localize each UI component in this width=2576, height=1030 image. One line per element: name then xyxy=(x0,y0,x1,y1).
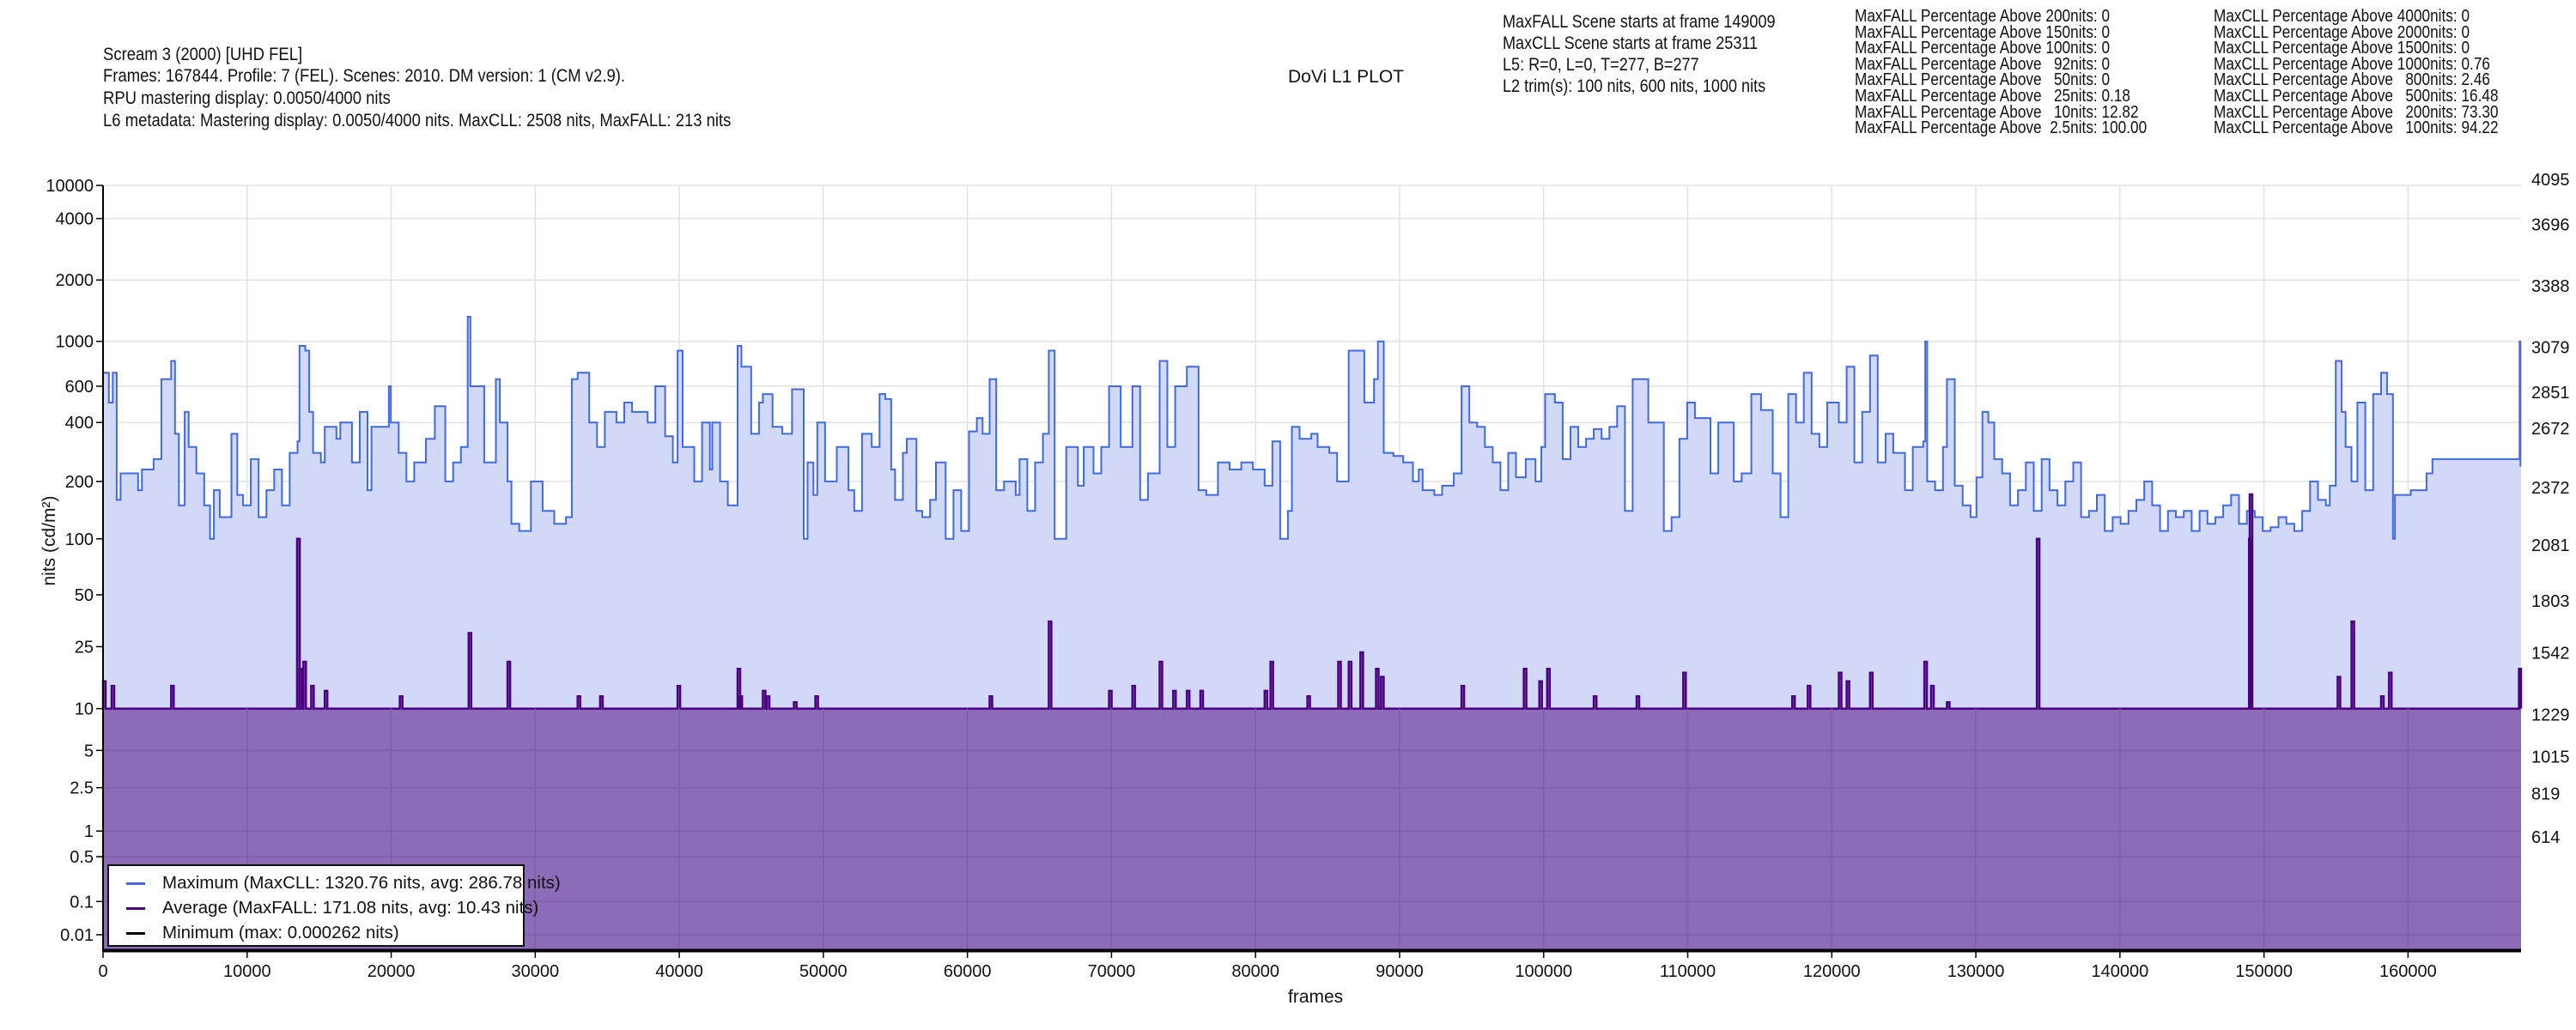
percentage-line: MaxCLL Percentage Above 1000nits: 0.76 xyxy=(2214,53,2490,74)
percentage-line: MaxCLL Percentage Above 500nits: 16.48 xyxy=(2214,86,2499,106)
pq-tick-label: 2081 xyxy=(2531,536,2570,555)
x-axis-label: frames xyxy=(1288,987,1344,1007)
percentage-line: MaxFALL Percentage Above 10nits: 12.82 xyxy=(1855,101,2139,122)
x-tick-label: 130000 xyxy=(1947,962,2005,981)
y-tick-label: 200 xyxy=(65,473,94,492)
avg-series-fill xyxy=(103,494,2521,951)
pq-tick-label: 1229 xyxy=(2531,706,2570,725)
maxfall-scene-info: MaxFALL Scene starts at frame 149009 xyxy=(1503,12,1776,32)
pq-tick-label: 1015 xyxy=(2531,748,2570,766)
percentage-line: MaxFALL Percentage Above 2.5nits: 100.00 xyxy=(1855,118,2148,138)
rpu-mastering-info: RPU mastering display: 0.0050/4000 nits xyxy=(103,88,391,108)
x-tick-label: 60000 xyxy=(944,962,992,981)
y-tick-label: 5 xyxy=(84,742,94,760)
y-tick-label: 2.5 xyxy=(70,779,94,798)
pq-tick-label: 3696 xyxy=(2531,216,2570,235)
x-tick-label: 70000 xyxy=(1088,962,1136,981)
pq-tick-label: 614 xyxy=(2531,828,2560,847)
legend-item-minimum: Minimum (max: 0.000262 nits) xyxy=(126,921,399,945)
legend-swatch-average xyxy=(126,906,145,910)
pq-tick-label: 1542 xyxy=(2531,644,2570,663)
x-tick-label: 160000 xyxy=(2379,962,2437,981)
x-tick-label: 90000 xyxy=(1376,962,1424,981)
percentage-line: MaxFALL Percentage Above 25nits: 0.18 xyxy=(1855,86,2131,106)
frames-info: Frames: 167844. Profile: 7 (FEL). Scenes… xyxy=(103,66,626,86)
legend-item-maximum: Maximum (MaxCLL: 1320.76 nits, avg: 286.… xyxy=(126,871,561,895)
max-series-line xyxy=(103,316,2522,540)
x-tick-label: 80000 xyxy=(1231,962,1279,981)
l6-metadata-info: L6 metadata: Mastering display: 0.0050/4… xyxy=(103,111,732,130)
y-tick-label: 1 xyxy=(84,822,94,841)
x-tick-label: 0 xyxy=(98,962,107,981)
pq-tick-label: 4095 xyxy=(2531,171,2570,190)
legend-swatch-maximum xyxy=(126,882,145,885)
y-tick-label: 25 xyxy=(75,638,94,657)
l5-info: L5: R=0, L=0, T=277, B=277 xyxy=(1503,55,1699,75)
y-tick-label: 4000 xyxy=(56,210,94,229)
pq-tick-label: 2851 xyxy=(2531,384,2570,403)
maxcll-scene-info: MaxCLL Scene starts at frame 25311 xyxy=(1503,33,1759,53)
x-tick-label: 20000 xyxy=(368,962,416,981)
percentage-line: MaxCLL Percentage Above 100nits: 94.22 xyxy=(2214,118,2499,138)
pq-tick-label: 819 xyxy=(2531,785,2560,804)
x-tick-label: 10000 xyxy=(223,962,271,981)
x-tick-label: 100000 xyxy=(1515,962,1572,981)
pq-tick-label: 3388 xyxy=(2531,277,2570,296)
y-tick-label: 1000 xyxy=(56,333,94,352)
y-tick-label: 10000 xyxy=(46,177,94,196)
legend-item-average: Average (MaxFALL: 171.08 nits, avg: 10.4… xyxy=(126,896,538,920)
pq-tick-label: 3079 xyxy=(2531,339,2570,358)
avg-series-line xyxy=(101,493,2523,710)
percentage-line: MaxFALL Percentage Above 92nits: 0 xyxy=(1855,53,2111,74)
percentage-line: MaxCLL Percentage Above 800nits: 2.46 xyxy=(2214,70,2490,90)
video-title: Scream 3 (2000) [UHD FEL] xyxy=(103,45,303,64)
legend-label: Average (MaxFALL: 171.08 nits, avg: 10.4… xyxy=(162,898,539,918)
x-tick-label: 120000 xyxy=(1803,962,1861,981)
pq-tick-label: 1803 xyxy=(2531,592,2570,611)
x-tick-label: 50000 xyxy=(799,962,848,981)
x-tick-label: 30000 xyxy=(512,962,560,981)
y-tick-label: 2000 xyxy=(56,271,94,290)
y-tick-label: 0.01 xyxy=(60,926,94,945)
x-tick-label: 40000 xyxy=(655,962,703,981)
percentage-line: MaxCLL Percentage Above 200nits: 73.30 xyxy=(2214,101,2499,122)
percentage-line: MaxCLL Percentage Above 4000nits: 0 xyxy=(2214,6,2470,26)
chart-title: DoVi L1 PLOT xyxy=(1288,67,1405,87)
x-tick-label: 150000 xyxy=(2235,962,2293,981)
percentage-line: MaxFALL Percentage Above 50nits: 0 xyxy=(1855,70,2111,90)
percentage-line: MaxFALL Percentage Above 200nits: 0 xyxy=(1855,6,2111,26)
legend-swatch-minimum xyxy=(126,931,145,935)
x-tick-label: 110000 xyxy=(1660,962,1716,981)
percentage-line: MaxFALL Percentage Above 150nits: 0 xyxy=(1855,21,2111,42)
y-axis-label: nits (cd/m²) xyxy=(39,495,59,586)
percentage-line: MaxCLL Percentage Above 2000nits: 0 xyxy=(2214,21,2470,42)
legend-label: Minimum (max: 0.000262 nits) xyxy=(162,923,399,942)
y-tick-label: 10 xyxy=(75,700,94,719)
y-tick-label: 50 xyxy=(75,586,94,605)
y-tick-label: 600 xyxy=(65,378,94,397)
y-tick-label: 400 xyxy=(65,414,94,433)
percentage-line: MaxCLL Percentage Above 1500nits: 0 xyxy=(2214,38,2470,58)
l2-trims-info: L2 trim(s): 100 nits, 600 nits, 1000 nit… xyxy=(1503,76,1766,96)
legend-label: Maximum (MaxCLL: 1320.76 nits, avg: 286.… xyxy=(162,873,561,893)
y-tick-label: 0.5 xyxy=(70,848,94,867)
x-tick-label: 140000 xyxy=(2091,962,2148,981)
legend: Maximum (MaxCLL: 1320.76 nits, avg: 286.… xyxy=(107,864,561,947)
pq-tick-label: 2372 xyxy=(2531,479,2570,498)
percentage-line: MaxFALL Percentage Above 100nits: 0 xyxy=(1855,38,2111,58)
y-tick-label: 0.1 xyxy=(70,893,94,912)
pq-tick-label: 2672 xyxy=(2531,420,2570,439)
y-tick-label: 100 xyxy=(65,530,94,549)
